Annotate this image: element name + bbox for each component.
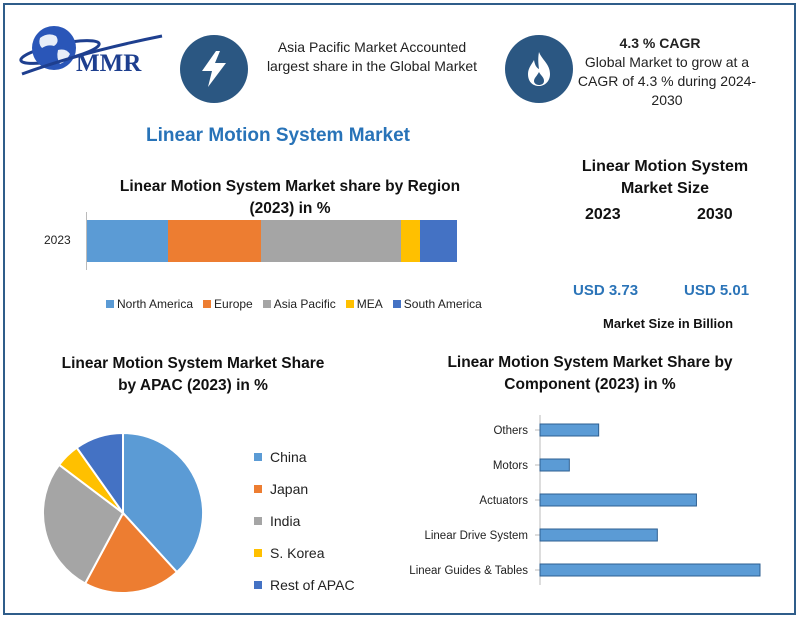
pie-slice-japan <box>83 511 179 594</box>
apac-legend-item: China <box>254 441 355 473</box>
region-segment-north-america <box>87 220 169 262</box>
region-year-label: 2023 <box>44 233 71 247</box>
region-segment-south-america <box>419 220 457 262</box>
page-title: Linear Motion System Market <box>146 125 410 146</box>
market-size-year-2030: 2030 <box>697 206 733 223</box>
component-bar-linear-drive-system <box>539 528 658 542</box>
legend-label: Rest of APAC <box>270 577 355 593</box>
legend-label: China <box>270 449 307 465</box>
legend-label: Japan <box>270 481 309 497</box>
legend-swatch <box>345 300 354 308</box>
region-segment-asia-pacific <box>260 220 402 262</box>
component-bar-motors <box>539 458 570 472</box>
pie-slice-rest-of-apac <box>75 431 124 517</box>
cagr-title: 4.3 % CAGR <box>619 35 701 51</box>
region-stacked-bar <box>87 220 457 262</box>
region-legend-item: South America <box>392 297 482 311</box>
component-tick-label: Linear Guides & Tables <box>409 565 528 577</box>
mmr-globe-logo <box>19 26 163 76</box>
cagr-note: Global Market to grow at a CAGR of 4.3 %… <box>577 54 757 108</box>
apac-legend-item: India <box>254 505 355 537</box>
component-tick-label: Others <box>493 425 528 437</box>
region-legend-item: North America <box>106 297 193 311</box>
pie-slice-india <box>42 463 125 585</box>
legend-swatch <box>254 485 262 493</box>
market-size-title: Linear Motion System Market Size <box>581 158 749 197</box>
flame-icon <box>528 52 550 86</box>
lightning-badge <box>180 35 248 103</box>
legend-swatch <box>254 549 262 557</box>
region-segment-mea <box>401 220 420 262</box>
legend-label: MEA <box>356 297 383 311</box>
region-legend: North America Europe Asia Pacific MEA South … <box>106 297 482 311</box>
legend-label: Asia Pacific <box>273 297 336 311</box>
apac-legend: China Japan India S. Korea Rest of APAC <box>254 441 355 601</box>
component-bar-chart: Others Motors Actuators Linear Drive System… <box>409 415 761 585</box>
legend-label: Europe <box>214 297 253 311</box>
component-bar-others <box>539 423 600 437</box>
legend-swatch <box>254 517 262 525</box>
legend-swatch <box>106 300 114 308</box>
apac-pie-chart <box>42 431 204 594</box>
infographic-frame <box>3 3 796 615</box>
market-size-year-2023: 2023 <box>585 206 621 223</box>
region-legend-item: Europe <box>203 297 253 311</box>
legend-label: S. Korea <box>270 545 325 561</box>
market-size-unit: Market Size in Billion <box>602 316 734 331</box>
legend-label: South America <box>403 297 482 311</box>
region-legend-item: Asia Pacific <box>262 297 336 311</box>
pie-slice-china <box>122 431 204 574</box>
apac-chart-title: Linear Motion System Market Share by APA… <box>61 355 325 394</box>
region-note: Asia Pacific Market Accounted largest sh… <box>266 39 478 74</box>
logo-text: MMR <box>76 50 142 77</box>
region-segment-europe <box>168 220 261 262</box>
flame-badge <box>505 35 573 103</box>
legend-swatch <box>254 581 262 589</box>
legend-swatch <box>392 300 401 308</box>
region-legend-item: MEA <box>345 297 383 311</box>
component-bar-actuators <box>539 493 697 507</box>
legend-label: North America <box>117 297 194 311</box>
market-size-value-2023: USD 3.73 <box>573 282 639 299</box>
component-tick-label: Motors <box>493 460 528 472</box>
component-tick-label: Actuators <box>479 495 528 507</box>
legend-label: India <box>270 513 301 529</box>
market-size-value-2030: USD 5.01 <box>684 282 750 299</box>
region-chart-title: Linear Motion System Market share by Reg… <box>119 178 461 217</box>
component-chart-title: Linear Motion System Market Share by Com… <box>447 354 733 393</box>
legend-swatch <box>254 453 262 461</box>
legend-swatch <box>203 300 212 308</box>
apac-legend-item: Rest of APAC <box>254 569 355 601</box>
component-tick-label: Linear Drive System <box>424 530 528 542</box>
apac-legend-item: Japan <box>254 473 355 505</box>
component-bar-linear-guides-tables <box>539 563 761 577</box>
lightning-bolt-icon <box>202 51 226 87</box>
legend-swatch <box>262 300 271 308</box>
region-axis-line <box>86 212 87 270</box>
apac-legend-item: S. Korea <box>254 537 355 569</box>
